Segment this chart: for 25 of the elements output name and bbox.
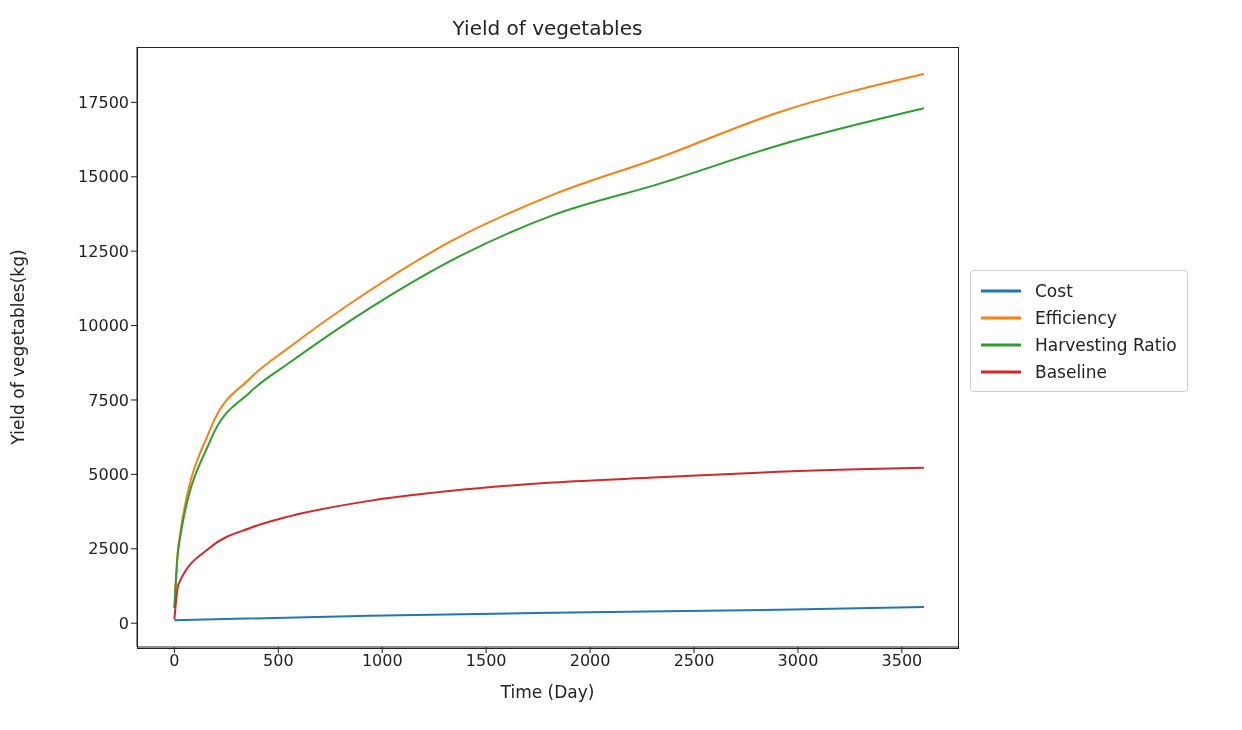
x-tick-label: 500 [263, 651, 294, 671]
y-tick-label: 5000 [88, 465, 129, 485]
y-axis-title: Yield of vegetables(kg) [8, 249, 29, 446]
x-tick-label: 3500 [881, 651, 923, 671]
legend-label: Efficiency [1035, 307, 1117, 328]
x-axis-title: Time (Day) [499, 682, 595, 702]
y-tick-label: 15000 [78, 167, 129, 187]
y-tick-label: 17500 [78, 93, 129, 113]
y-tick-label: 10000 [78, 316, 129, 336]
x-tick-label: 0 [169, 651, 180, 671]
chart-title: Yield of vegetables [451, 16, 644, 40]
x-tick-label: 1500 [465, 651, 507, 671]
legend-label: Harvesting Ratio [1035, 334, 1177, 355]
legend-label: Cost [1035, 280, 1073, 301]
x-tick-label: 1000 [361, 651, 403, 671]
legend-label: Baseline [1035, 361, 1108, 382]
x-tick-label: 2500 [673, 651, 715, 671]
x-tick-label: 3000 [777, 651, 819, 671]
y-tick-label: 12500 [78, 241, 129, 261]
x-tick-label: 2000 [569, 651, 611, 671]
y-tick-label: 0 [118, 613, 129, 633]
line-series [173, 466, 925, 621]
y-tick-label: 2500 [88, 539, 129, 559]
y-tick-label: 7500 [88, 390, 129, 410]
line-series [173, 606, 925, 622]
